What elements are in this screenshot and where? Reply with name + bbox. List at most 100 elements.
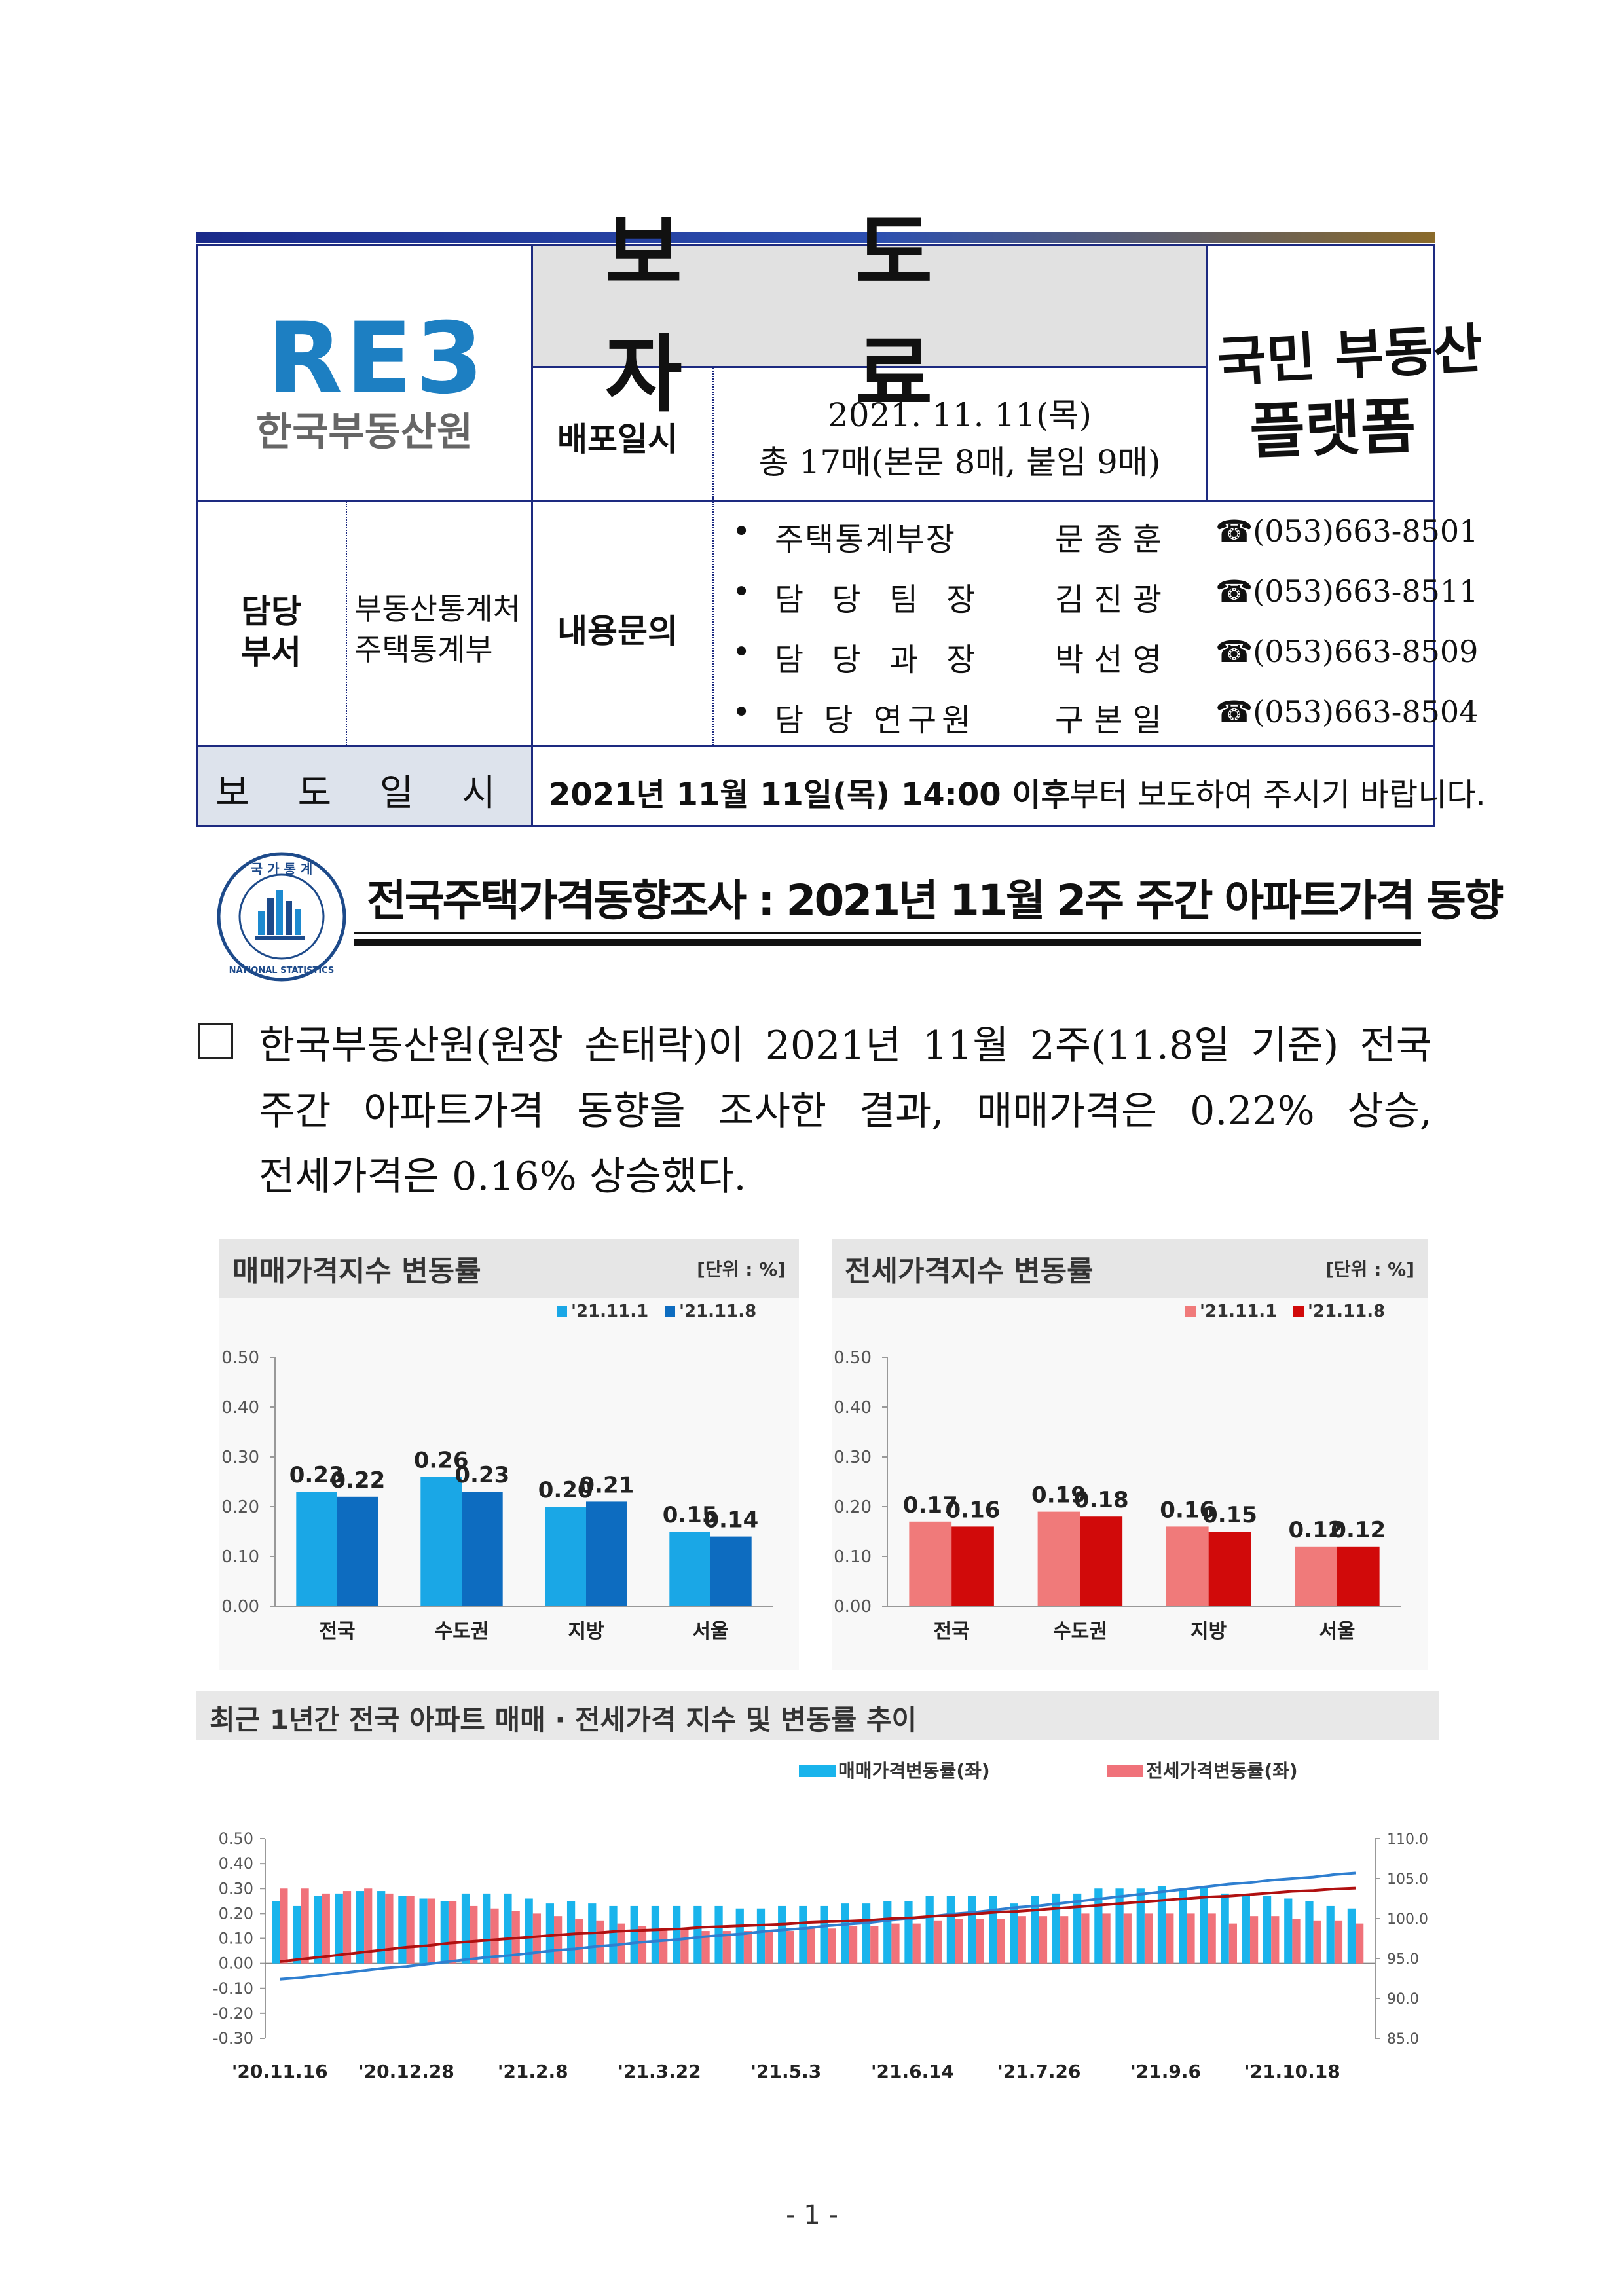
contact-phone[interactable]: ☎(053)663-8504	[1215, 694, 1479, 729]
bar-sale	[1200, 1886, 1208, 1964]
y-tick-label: 0.30	[221, 1448, 259, 1467]
x-tick-label: 수도권	[435, 1620, 489, 1643]
bar-sale	[946, 1896, 955, 1964]
y-tick-label: 0.30	[834, 1448, 872, 1467]
embargo-time: 2021년 11월 11일(목) 14:00 이후	[549, 777, 1070, 813]
bar-sale	[335, 1893, 343, 1964]
bar-sale	[799, 1905, 807, 1964]
bar-sale	[778, 1905, 786, 1964]
x-tick-label: 수도권	[1053, 1620, 1107, 1643]
bar-sale	[904, 1901, 913, 1964]
contact-role: 담 당 연구원	[775, 702, 976, 739]
data-label: 0.26	[414, 1447, 469, 1473]
contact-phone[interactable]: ☎(053)663-8509	[1215, 634, 1479, 669]
chart-unit: [단위 : %]	[697, 1258, 786, 1280]
x-tick-label: '21.6.14	[871, 2061, 954, 2078]
embargo-label: 보 도 일 시	[215, 772, 514, 815]
legend-swatch	[665, 1306, 675, 1317]
paragraph-line-2: 주간 아파트가격 동향을 조사한 결과, 매매가격은 0.22% 상승,	[259, 1088, 1432, 1134]
national-statistics-seal-icon: 국 가 통 계 NATIONAL STATISTICS	[217, 852, 346, 982]
y-right-tick-label: 110.0	[1387, 1831, 1428, 1848]
bar-jeonse	[301, 1888, 309, 1964]
doc-type-cell: 보 도 자 료	[533, 204, 1206, 424]
bar-jeonse	[1187, 1913, 1195, 1964]
bar-jeonse	[596, 1920, 604, 1964]
jeonse-price-chart-plot: 0.00 0.10 0.20 0.30 0.40 0.50 '21.11.1 '21.11.8…	[834, 1302, 1401, 1643]
bar-jeonse	[870, 1926, 879, 1964]
bar	[669, 1532, 710, 1606]
y-tick-label: 0.40	[219, 1854, 253, 1873]
data-label: 0.16	[1160, 1497, 1215, 1523]
contact-name: 문 종 훈	[1055, 521, 1162, 558]
data-label: 0.23	[289, 1462, 344, 1488]
bar-sale	[1094, 1888, 1103, 1964]
bar-jeonse	[1292, 1919, 1301, 1964]
bar	[545, 1507, 586, 1606]
y-tick-label: 0.30	[219, 1879, 253, 1898]
bar	[1080, 1516, 1123, 1606]
bar	[586, 1501, 627, 1606]
data-label: 0.16	[946, 1497, 1001, 1523]
embargo-note: 부터 보도하여 주시기 바랍니다.	[1069, 777, 1486, 813]
x-tick-label: '21.5.3	[750, 2061, 821, 2078]
bar-jeonse	[807, 1928, 815, 1964]
data-label: 0.19	[1031, 1482, 1086, 1509]
paragraph-line-1: 한국부동산원(원장 손태락)이 2021년 11월 2주(11.8일 기준) 전…	[259, 1023, 1432, 1069]
legend-label: '21.11.8	[679, 1302, 756, 1321]
contact-bullet: •	[732, 574, 751, 610]
bar-sale	[566, 1901, 576, 1964]
inquiry-label: 내용문의	[557, 612, 678, 650]
bar-jeonse	[912, 1923, 921, 1964]
bar-jeonse	[638, 1926, 647, 1964]
bar-sale	[461, 1893, 470, 1964]
embargo-text: 2021년 11월 11일(목) 14:00 이후부터 보도하여 주시기 바랍니…	[549, 769, 1486, 815]
contact-role: 담 당 팀 장	[775, 581, 985, 618]
bar-sale	[841, 1903, 849, 1964]
bar-sale	[483, 1893, 491, 1964]
bar-sale	[820, 1905, 828, 1964]
bar-sale	[1284, 1898, 1293, 1964]
sale-price-chart: 매매가격지수 변동률 [단위 : %] 0.00 0.10 0.20 0.30 0.40…	[219, 1239, 799, 1670]
bar-jeonse	[490, 1908, 499, 1964]
bar-jeonse	[532, 1913, 542, 1964]
contact-name: 구 본 일	[1055, 702, 1162, 739]
bar-sale	[862, 1903, 871, 1964]
bar-jeonse	[1102, 1913, 1111, 1964]
y-right-tick-label: 90.0	[1387, 1991, 1419, 2008]
bar-jeonse	[1018, 1916, 1026, 1964]
bar-jeonse	[385, 1893, 394, 1964]
bar-sale	[1263, 1896, 1272, 1964]
legend-swatch	[799, 1765, 836, 1777]
legend-label: '21.11.8	[1308, 1302, 1385, 1321]
y-right-tick-label: 100.0	[1387, 1911, 1428, 1928]
contact-name: 김 진 광	[1055, 581, 1162, 618]
bar-sale	[272, 1901, 280, 1964]
bar-jeonse	[701, 1931, 710, 1964]
dept-name-1: 부동산통계처	[354, 591, 521, 627]
data-label: 0.12	[1331, 1517, 1386, 1543]
contact-role: 주택통계부장	[775, 521, 956, 558]
bar-sale	[1179, 1888, 1187, 1964]
y-tick-label: 0.10	[834, 1547, 872, 1567]
bar-sale	[545, 1903, 554, 1964]
sale-price-chart-plot: 0.00 0.10 0.20 0.30 0.40 0.50 '21.11.1 '21.11.8…	[221, 1302, 773, 1643]
bar-jeonse	[1313, 1920, 1321, 1964]
bar-jeonse	[933, 1920, 942, 1964]
bar-jeonse	[1081, 1913, 1090, 1964]
data-label: 0.15	[663, 1502, 718, 1528]
y-tick-label: 0.00	[219, 1955, 253, 1973]
bar-sale	[440, 1901, 449, 1964]
bar-sale	[504, 1893, 512, 1964]
contact-phone[interactable]: ☎(053)663-8511	[1215, 574, 1479, 609]
bar-jeonse	[680, 1928, 689, 1964]
contact-phone[interactable]: ☎(053)663-8501	[1215, 513, 1479, 549]
bar-jeonse	[1123, 1913, 1132, 1964]
title-rule-thick	[354, 939, 1421, 946]
slogan-line-2: 플랫폼	[1248, 390, 1417, 468]
x-tick-label: '21.3.22	[618, 2061, 701, 2078]
y-right-tick-label: 95.0	[1387, 1951, 1419, 1968]
bar-sale	[1115, 1888, 1124, 1964]
bar-sale	[377, 1891, 386, 1964]
bar-sale	[419, 1898, 428, 1964]
bar-jeonse	[1144, 1913, 1153, 1964]
